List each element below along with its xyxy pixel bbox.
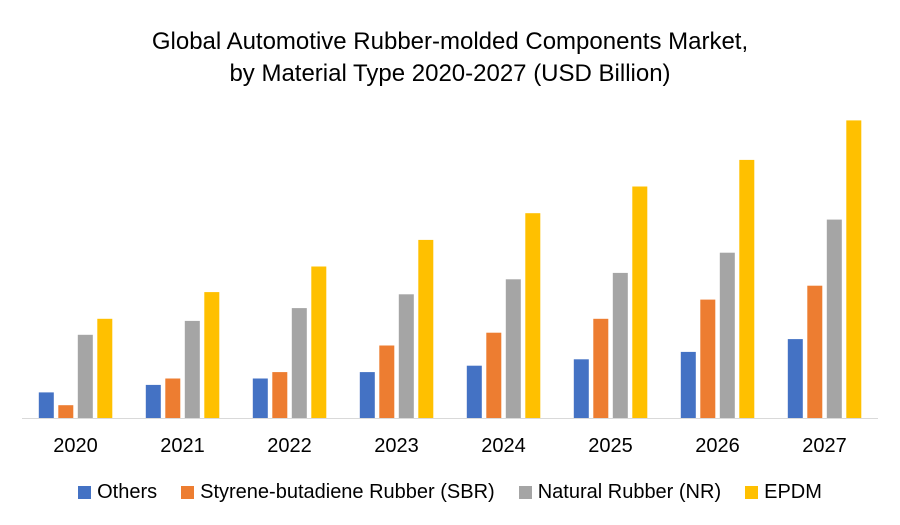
bar-natural-rubber-nr-2023 [398,294,414,418]
legend-label-others: Others [97,480,158,503]
legend-swatch-epdm [745,485,759,499]
bar-others-2023 [359,372,375,418]
bar-styrene-butadiene-rubber-sbr-2022 [272,372,288,418]
bar-natural-rubber-nr-2024 [505,279,521,418]
legend-swatch-natural-rubber-nr [518,485,532,499]
bar-natural-rubber-nr-2026 [719,252,735,418]
bar-others-2022 [252,378,268,418]
bar-styrene-butadiene-rubber-sbr-2023 [379,345,395,418]
legend-item-natural-rubber-nr: Natural Rubber (NR) [518,480,722,504]
bar-styrene-butadiene-rubber-sbr-2020 [58,405,74,418]
bar-others-2025 [573,359,589,418]
x-tick-labels: 2020 2021 2022 2023 2024 2025 2026 2027 [53,435,847,457]
bar-styrene-butadiene-rubber-sbr-2021 [165,378,181,418]
bar-epdm-2025 [632,186,648,418]
bar-styrene-butadiene-rubber-sbr-2025 [593,318,609,418]
bar-epdm-2020 [97,318,113,418]
bar-natural-rubber-nr-2027 [826,219,842,418]
bar-natural-rubber-nr-2021 [184,320,200,418]
chart-title: Global Automotive Rubber-molded Componen… [0,26,900,90]
bar-chart-plot: 2020 2021 2022 2023 2024 2025 2026 2027 [22,120,878,457]
chart-title-line-2: by Material Type 2020-2027 (USD Billion) [229,60,671,87]
legend-swatch-styrene-butadiene-rubber-sbr [181,485,195,499]
legend-label-natural-rubber-nr: Natural Rubber (NR) [537,480,722,503]
bar-others-2024 [466,365,482,418]
bar-epdm-2027 [846,120,862,419]
legend-label-styrene-butadiene-rubber-sbr: Styrene-butadiene Rubber (SBR) [200,480,495,503]
bar-styrene-butadiene-rubber-sbr-2024 [486,332,502,418]
bar-epdm-2023 [418,239,434,418]
x-tick-label-2021: 2021 [160,435,205,457]
bar-others-2026 [680,351,696,418]
bar-styrene-butadiene-rubber-sbr-2026 [700,299,716,418]
bars-group [38,120,862,419]
bar-epdm-2024 [525,213,541,418]
bar-epdm-2026 [739,159,755,418]
x-tick-label-2022: 2022 [267,435,312,457]
bar-styrene-butadiene-rubber-sbr-2027 [807,285,823,418]
x-tick-label-2020: 2020 [53,435,98,457]
bar-epdm-2021 [204,292,220,418]
bar-epdm-2022 [311,266,327,418]
x-tick-label-2027: 2027 [802,435,847,457]
x-tick-label-2025: 2025 [588,435,633,457]
x-tick-label-2023: 2023 [374,435,419,457]
chart-title-line-1: Global Automotive Rubber-molded Componen… [151,28,749,55]
bar-others-2027 [787,339,803,418]
bar-natural-rubber-nr-2022 [291,308,307,418]
legend: Others Styrene-butadiene Rubber (SBR) Natu… [0,478,900,506]
legend-item-styrene-butadiene-rubber-sbr: Styrene-butadiene Rubber (SBR) [181,481,495,504]
bar-others-2021 [145,384,161,418]
bar-natural-rubber-nr-2020 [77,334,93,418]
legend-item-epdm: EPDM [745,481,822,504]
bar-others-2020 [38,392,54,418]
legend-label-epdm: EPDM [764,480,822,503]
legend-swatch-others [78,485,92,499]
x-tick-label-2024: 2024 [481,435,526,457]
bar-natural-rubber-nr-2025 [612,272,628,418]
x-tick-label-2026: 2026 [695,435,740,457]
legend-item-others: Others [78,481,157,504]
